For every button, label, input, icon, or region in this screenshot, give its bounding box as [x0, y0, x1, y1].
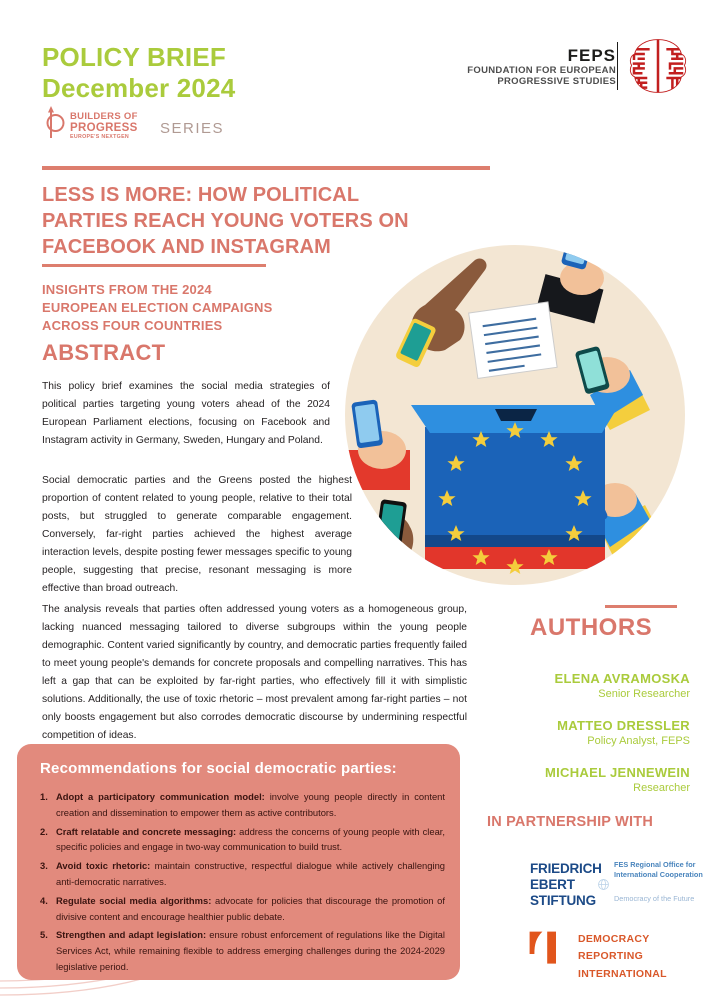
- svg-text:PROGRESS: PROGRESS: [70, 122, 138, 134]
- svg-text:SERIES: SERIES: [160, 120, 224, 137]
- svg-text:BUILDERS OF: BUILDERS OF: [70, 111, 138, 122]
- svg-text:EUROPE'S NEXTGEN: EUROPE'S NEXTGEN: [70, 134, 129, 140]
